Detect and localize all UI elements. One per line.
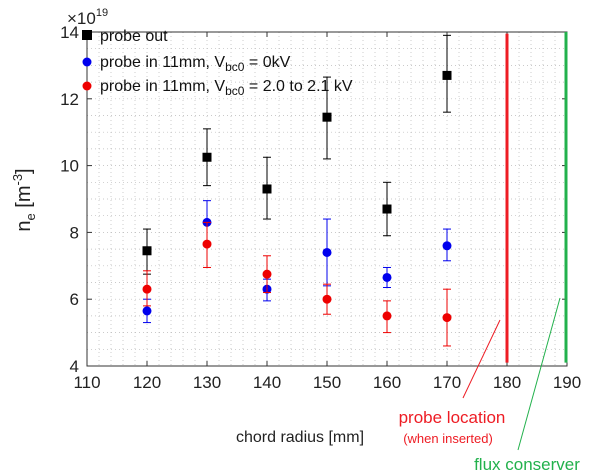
y-multiplier-base: ×10 [67, 9, 96, 28]
x-tick-label: 150 [313, 373, 341, 392]
annotation-flux-conserver: flux conserver [474, 455, 580, 474]
data-marks [142, 34, 452, 347]
legend-label-probe-in-0kv: probe in 11mm, Vbc0 = 0kV [100, 54, 291, 74]
data-point-probe-out [382, 181, 392, 237]
y-multiplier: ×1019 [67, 7, 108, 28]
y-label-unit-post: ] [13, 168, 35, 174]
data-point-probe-in-11mm-vbc0-2-0-to-2-1-kv [382, 300, 392, 334]
x-tick-label: 170 [433, 373, 461, 392]
data-point-probe-in-11mm-vbc0-0kv [442, 228, 452, 262]
y-label-main: n [13, 221, 35, 232]
marker-circle [322, 294, 332, 304]
x-tick-label: 130 [193, 373, 221, 392]
data-point-probe-in-11mm-vbc0-2-0-to-2-1-kv [442, 288, 452, 347]
legend-marker-probe-in-2kv [82, 81, 92, 91]
legend-label-probe-in-2kv: probe in 11mm, Vbc0 = 2.0 to 2.1 kV [100, 78, 353, 98]
y-tick-label: 4 [70, 357, 79, 376]
data-point-probe-in-11mm-vbc0-2-0-to-2-1-kv [262, 255, 272, 294]
annotation-when-inserted: (when inserted) [403, 431, 493, 446]
data-point-probe-in-11mm-vbc0-2-0-to-2-1-kv [142, 270, 152, 307]
y-tick-label: 10 [60, 157, 79, 176]
marker-circle [262, 269, 272, 279]
y-tick-label: 14 [60, 23, 79, 42]
x-tick-label: 120 [133, 373, 161, 392]
y-tick-label: 6 [70, 290, 79, 309]
y-label-sub: e [23, 213, 38, 220]
marker-circle [442, 241, 452, 251]
marker-circle [382, 311, 392, 321]
x-tick-label: 190 [553, 373, 581, 392]
y-tick-label: 12 [60, 90, 79, 109]
x-tick-label: 110 [73, 373, 100, 392]
y-tick-label: 8 [70, 223, 79, 242]
vertical-lines [505, 32, 568, 363]
legend-marker-probe-in-0kv [82, 57, 92, 67]
marker-circle [382, 272, 392, 282]
data-point-probe-in-11mm-vbc0-2-0-to-2-1-kv [322, 283, 332, 315]
x-tick-label: 140 [253, 373, 281, 392]
marker-square [262, 184, 272, 194]
y-label-unit: [m [13, 185, 35, 213]
marker-circle [142, 306, 152, 316]
legend-label-probe-out: probe out [100, 28, 168, 45]
data-point-probe-in-11mm-vbc0-2-0-to-2-1-kv [202, 221, 212, 268]
marker-square [382, 204, 392, 214]
ticks: 110 120 130 140 150 160 170 180 190 4 6 8 10 12 14 [60, 23, 581, 392]
marker-square [142, 246, 152, 256]
y-label-unit-sup: -3 [10, 174, 25, 186]
data-point-probe-out [262, 156, 272, 220]
legend: probe out probe in 11mm, Vbc0 = 0kV prob… [82, 28, 353, 98]
marker-circle [322, 247, 332, 257]
y-axis-label: ne [m-3] [10, 168, 38, 231]
marker-circle [142, 284, 152, 294]
annotation-pointer-flux [517, 297, 561, 451]
x-tick-label: 180 [493, 373, 521, 392]
marker-square [202, 152, 212, 162]
annotation-probe-location: probe location [399, 408, 506, 427]
marker-square [322, 112, 332, 122]
data-point-probe-out [202, 128, 212, 187]
x-axis-label: chord radius [mm] [236, 429, 364, 446]
data-point-probe-in-11mm-vbc0-0kv [382, 266, 392, 289]
legend-marker-probe-out [82, 30, 92, 40]
marker-circle [442, 313, 452, 323]
y-multiplier-exponent: 19 [96, 7, 108, 19]
data-point-probe-out [442, 34, 452, 113]
x-tick-label: 160 [373, 373, 401, 392]
data-point-probe-out [322, 76, 332, 160]
annotation-pointer-probe [462, 319, 501, 399]
marker-circle [202, 239, 212, 249]
marker-square [442, 70, 452, 80]
